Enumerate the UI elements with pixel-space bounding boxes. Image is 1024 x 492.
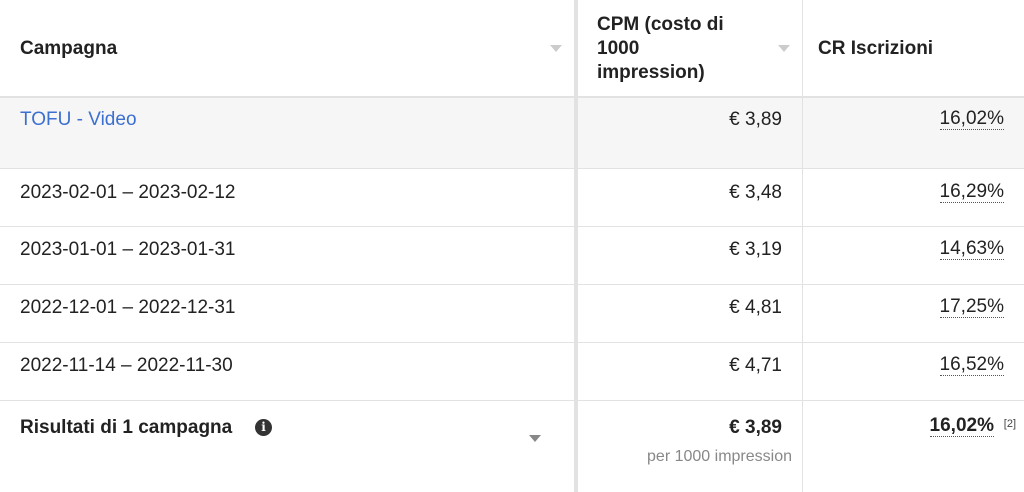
expand-arrow-icon[interactable] xyxy=(529,435,541,442)
cr-value[interactable]: 16,29% xyxy=(939,181,1004,203)
totals-cr[interactable]: 16,02% xyxy=(929,415,994,437)
cr-value[interactable]: 16,52% xyxy=(939,354,1004,376)
header-cr[interactable]: CR Iscrizioni xyxy=(803,0,1024,96)
table-row: 2023-01-01 – 2023-01-31 € 3,19 14,63% xyxy=(0,227,1024,285)
sort-arrow-icon[interactable] xyxy=(778,45,790,52)
totals-label: Risultati di 1 campagna xyxy=(20,417,233,438)
header-campaign-label: Campagna xyxy=(20,38,118,59)
cr-value[interactable]: 17,25% xyxy=(939,296,1004,318)
sort-arrow-icon[interactable] xyxy=(550,45,562,52)
cpm-value: € 3,19 xyxy=(729,239,782,260)
table-header: Campagna CPM (costo di 1000 impression) … xyxy=(0,0,1024,98)
totals-cpm-sub: per 1000 impression xyxy=(647,448,792,465)
period-label: 2022-12-01 – 2022-12-31 xyxy=(20,297,236,318)
period-label: 2023-01-01 – 2023-01-31 xyxy=(20,239,236,260)
header-cpm-label: CPM (costo di 1000 impression) xyxy=(597,14,724,83)
cr-value[interactable]: 14,63% xyxy=(939,238,1004,260)
header-cr-label: CR Iscrizioni xyxy=(818,38,934,59)
header-cpm[interactable]: CPM (costo di 1000 impression) xyxy=(582,0,803,96)
cpm-value: € 3,48 xyxy=(729,182,782,203)
totals-row: Risultati di 1 campagna i € 3,89 per 100… xyxy=(0,401,1024,492)
totals-cpm: € 3,89 xyxy=(729,417,782,438)
table-row: 2022-12-01 – 2022-12-31 € 4,81 17,25% xyxy=(0,285,1024,343)
cpm-value: € 4,71 xyxy=(729,355,782,376)
cpm-value: € 3,89 xyxy=(729,109,782,130)
period-label: 2022-11-14 – 2022-11-30 xyxy=(20,355,233,376)
campaign-link[interactable]: TOFU - Video xyxy=(20,109,137,130)
cpm-value: € 4,81 xyxy=(729,297,782,318)
table-row: 2023-02-01 – 2023-02-12 € 3,48 16,29% xyxy=(0,169,1024,227)
period-label: 2023-02-01 – 2023-02-12 xyxy=(20,182,236,203)
totals-cr-note[interactable]: [2] xyxy=(1003,418,1016,430)
header-campaign[interactable]: Campagna xyxy=(0,0,578,96)
table-row: 2022-11-14 – 2022-11-30 € 4,71 16,52% xyxy=(0,343,1024,401)
cr-value[interactable]: 16,02% xyxy=(939,108,1004,130)
campaign-row: TOFU - Video € 3,89 16,02% xyxy=(0,98,1024,169)
info-icon[interactable]: i xyxy=(255,419,272,436)
